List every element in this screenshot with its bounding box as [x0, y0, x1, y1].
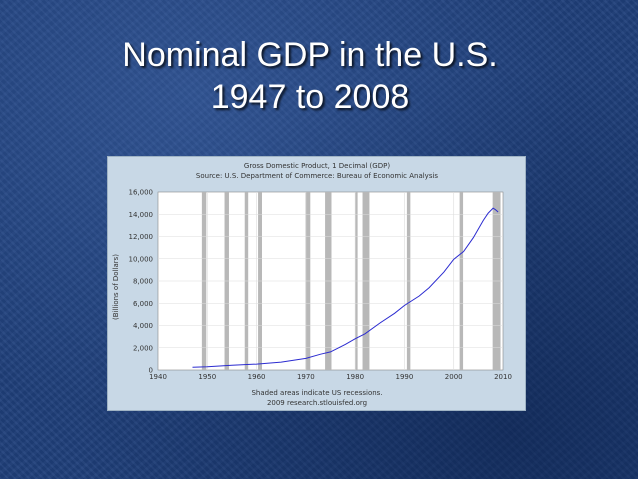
- y-tick-label: 8,000: [133, 278, 153, 286]
- x-tick-label: 1970: [297, 373, 315, 381]
- gdp-line-chart: Gross Domestic Product, 1 Decimal (GDP) …: [112, 162, 512, 407]
- y-tick-label: 12,000: [129, 233, 154, 241]
- slide-title-line2: 1947 to 2008: [210, 78, 410, 116]
- tick-labels: 0 2,000 4,000 6,000 8,000 10,000 12,000 14,000 1…: [129, 189, 512, 382]
- chart-frame: Gross Domestic Product, 1 Decimal (GDP) …: [107, 156, 526, 411]
- y-tick-label: 4,000: [133, 322, 153, 330]
- y-tick-label: 2,000: [133, 344, 153, 352]
- grid-lines: [158, 192, 503, 370]
- x-tick-label: 2010: [494, 373, 512, 381]
- y-tick-label: 0: [149, 367, 153, 375]
- y-axis-label: (Billions of Dollars): [112, 254, 120, 320]
- x-tick-label: 1950: [198, 373, 216, 381]
- series-layer: [192, 207, 499, 368]
- y-tick-label: 14,000: [129, 211, 154, 219]
- slide-title: Nominal GDP in the U.S. 1947 to 2008: [0, 34, 620, 118]
- y-tick-label: 10,000: [129, 255, 154, 263]
- x-tick-label: 1940: [149, 373, 167, 381]
- chart-subtitle: Source: U.S. Department of Commerce: Bur…: [196, 172, 438, 180]
- chart-footnote-line1: Shaded areas indicate US recessions.: [251, 389, 382, 397]
- x-tick-label: 1980: [346, 373, 364, 381]
- chart-title: Gross Domestic Product, 1 Decimal (GDP): [244, 162, 390, 170]
- gdp-series-line: [192, 207, 499, 368]
- x-tick-label: 2000: [445, 373, 463, 381]
- x-tick-label: 1960: [248, 373, 266, 381]
- slide-title-line1: Nominal GDP in the U.S.: [122, 36, 498, 74]
- chart-footnote-line2: 2009 research.stlouisfed.org: [267, 399, 367, 407]
- x-tick-label: 1990: [396, 373, 414, 381]
- y-tick-label: 6,000: [133, 300, 153, 308]
- y-tick-label: 16,000: [129, 189, 154, 197]
